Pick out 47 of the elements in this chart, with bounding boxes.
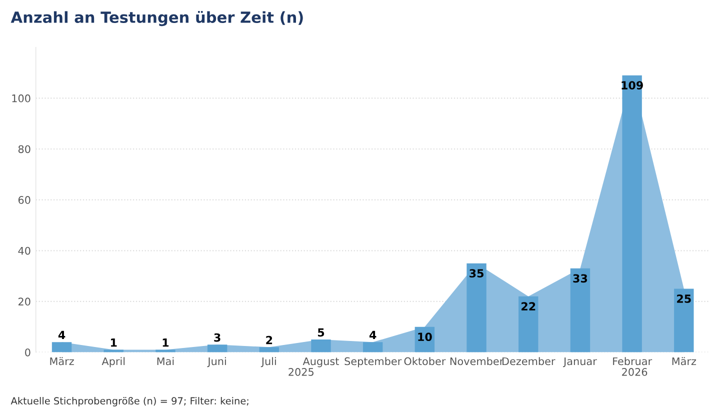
text: 2025 bbox=[288, 368, 314, 376]
bar bbox=[207, 344, 228, 352]
x-tick-label: August bbox=[302, 357, 339, 368]
bar bbox=[622, 75, 642, 352]
bar bbox=[311, 340, 331, 352]
x-tick-label: Juni bbox=[207, 357, 226, 368]
bar bbox=[104, 350, 124, 352]
x-tick-label: April bbox=[102, 357, 125, 368]
data-label: 25 bbox=[677, 294, 691, 303]
data-label: 35 bbox=[470, 269, 484, 278]
y-tick-label: 80 bbox=[18, 145, 30, 154]
x-tick-label: März bbox=[50, 357, 74, 366]
bar bbox=[674, 288, 694, 352]
data-label: 1 bbox=[162, 338, 169, 347]
y-tick-label: 20 bbox=[18, 298, 30, 306]
x-tick-label: Juli bbox=[260, 357, 276, 368]
data-label: 4 bbox=[58, 330, 66, 340]
x-tick-label: Dezember bbox=[502, 357, 556, 366]
y-tick-label: 0 bbox=[25, 348, 30, 356]
x-tick-label: Oktober bbox=[404, 357, 446, 366]
bar bbox=[466, 263, 486, 352]
data-label: 2 bbox=[266, 336, 272, 344]
y-tick-label: 100 bbox=[12, 94, 30, 102]
bar bbox=[518, 296, 538, 352]
x-tick-label: März bbox=[672, 357, 696, 366]
bar bbox=[52, 342, 72, 352]
data-label: 22 bbox=[522, 302, 536, 310]
x-tick-label: Januar bbox=[563, 357, 597, 368]
text: Aktuelle Stichprobengröße (n) = 97; Filter: keine; bbox=[10, 396, 248, 406]
chart-title: Anzahl an Testungen über Zeit (n) bbox=[10, 10, 303, 26]
y-tick-label: 40 bbox=[18, 246, 30, 255]
x-tick-label: September bbox=[344, 357, 402, 368]
data-label: 3 bbox=[214, 333, 220, 342]
text: 2026 bbox=[622, 368, 648, 376]
x-tick-label: November bbox=[450, 357, 504, 366]
data-label: 4 bbox=[369, 330, 376, 340]
data-label: 1 bbox=[111, 338, 117, 347]
x-tick-label: Mai bbox=[157, 357, 174, 366]
y-tick-label: 60 bbox=[18, 196, 30, 204]
bar bbox=[259, 347, 279, 352]
bar bbox=[156, 350, 176, 352]
bar bbox=[570, 268, 590, 352]
data-label: 10 bbox=[418, 332, 432, 342]
bar bbox=[362, 342, 383, 352]
data-label: 33 bbox=[573, 274, 588, 283]
x-tick-label: Februar bbox=[613, 357, 652, 366]
data-label: 5 bbox=[318, 328, 324, 337]
